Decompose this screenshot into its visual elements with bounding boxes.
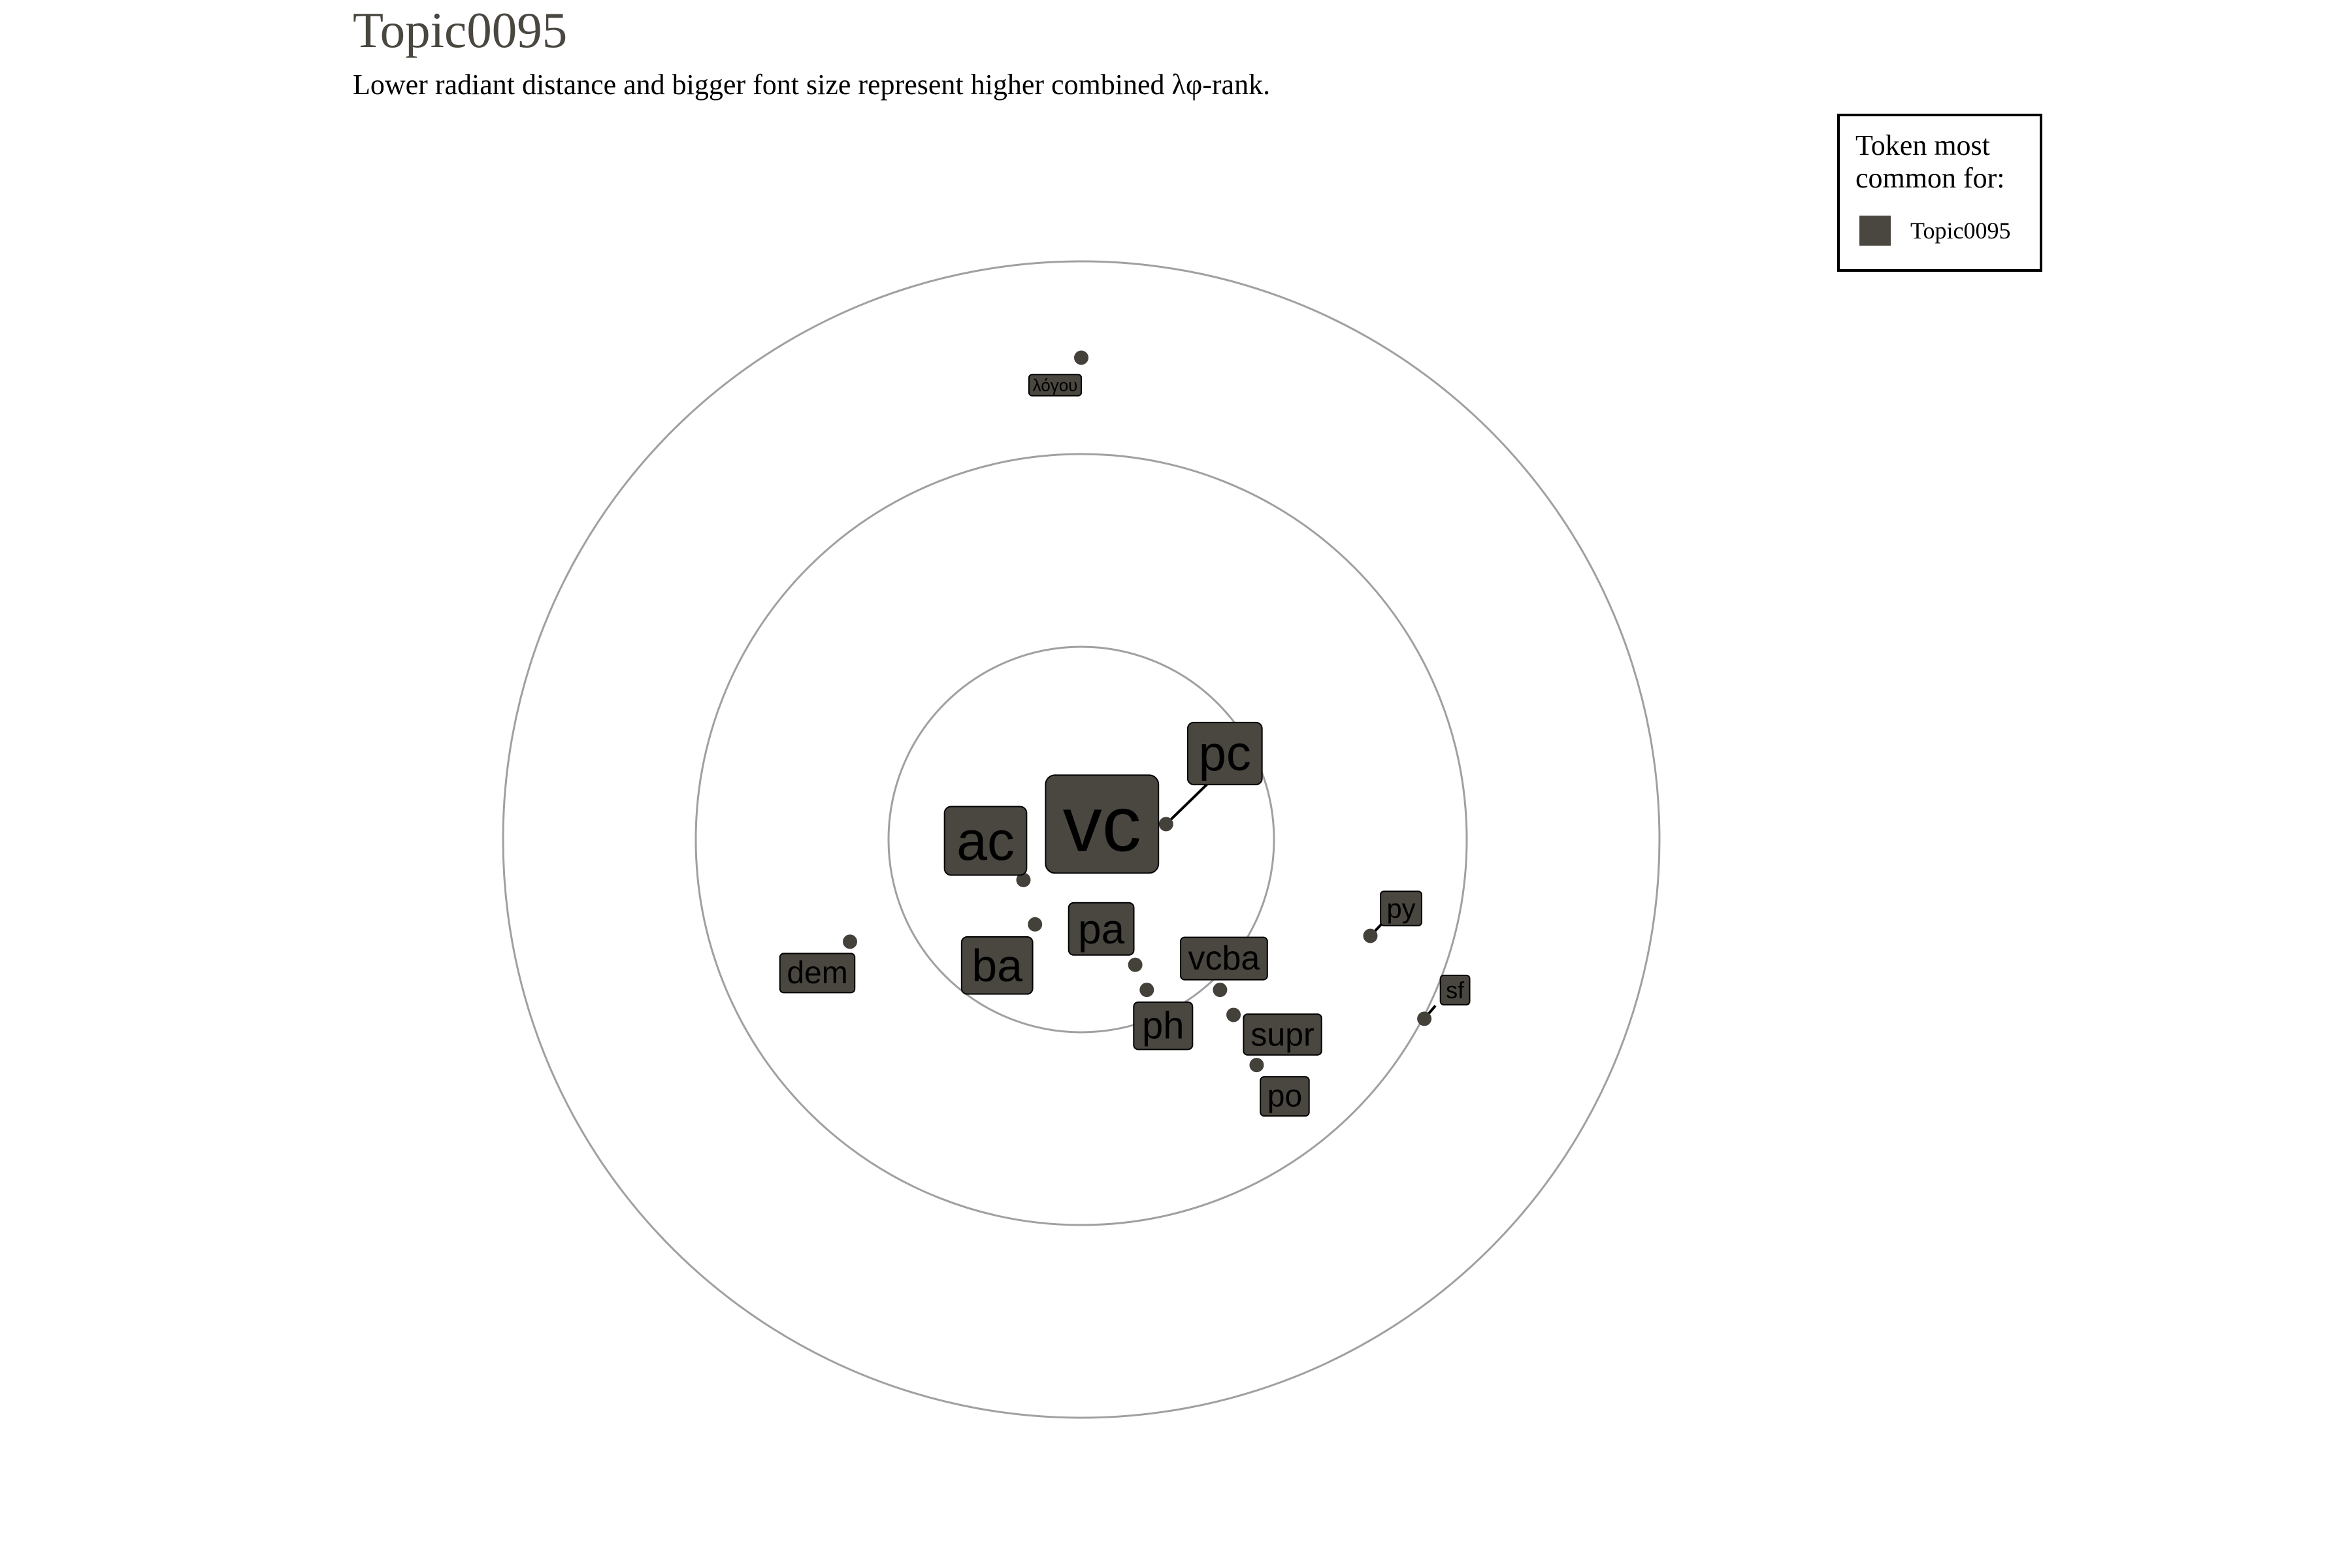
token-4-label: ba: [960, 936, 1034, 995]
token-8-point: [1226, 1007, 1241, 1022]
token-5-box: [1068, 902, 1135, 956]
token-4-point: [1028, 917, 1043, 932]
token-6-point: [1139, 983, 1154, 998]
token-12-box: [1439, 974, 1471, 1005]
token-3-text: ac: [956, 810, 1015, 872]
token-12-label: sf: [1439, 974, 1471, 1005]
token-9-point: [1249, 1058, 1264, 1073]
token-1-box: [1045, 774, 1160, 874]
token-11-point: [1363, 928, 1378, 943]
token-1-label: vc: [1045, 774, 1160, 874]
legend-title-line-2: common for:: [1855, 162, 2005, 194]
ring-1: [887, 645, 1275, 1034]
token-5-text: pa: [1078, 906, 1125, 953]
chart-subtitle: Lower radiant distance and bigger font s…: [353, 69, 1270, 101]
token-13-text: λόγου: [1033, 376, 1078, 395]
token-7-box: [1180, 936, 1268, 981]
token-10-box: [779, 953, 856, 994]
token-12-text: sf: [1446, 977, 1465, 1004]
ring-2: [694, 453, 1468, 1226]
token-7-point: [1213, 983, 1228, 998]
token-7-text: vcba: [1188, 939, 1260, 977]
token-1-text: vc: [1063, 780, 1141, 868]
token-8-box: [1243, 1013, 1322, 1056]
token-11-box: [1380, 890, 1422, 926]
token-2-text: pc: [1199, 726, 1251, 781]
token-11-text: py: [1386, 893, 1415, 924]
token-3-label: ac: [943, 806, 1028, 876]
token-6-box: [1133, 1001, 1194, 1051]
token-6-label: ph: [1133, 1001, 1194, 1051]
legend-entry-label: Topic0095: [1910, 218, 2010, 244]
token-3-point: [1016, 872, 1031, 887]
token-9-box: [1260, 1076, 1310, 1117]
token-3-box: [943, 806, 1028, 876]
legend-title-line-1: Token most: [1855, 129, 1990, 161]
ring-3: [502, 260, 1661, 1419]
token-4-text: ba: [972, 940, 1022, 991]
token-7-label: vcba: [1180, 936, 1268, 981]
token-13-point: [1074, 350, 1088, 365]
token-4-box: [960, 936, 1034, 995]
token-2-box: [1186, 721, 1263, 785]
token-9-text: po: [1267, 1079, 1302, 1114]
token-2-connector: [1165, 778, 1213, 825]
token-6-text: ph: [1142, 1005, 1184, 1047]
token-13-box: [1028, 374, 1083, 397]
legend-swatch: [1859, 216, 1891, 246]
token-2-point: [1158, 817, 1173, 832]
token-5-point: [1128, 957, 1143, 972]
token-11-label: py: [1380, 890, 1422, 926]
token-2-label: pc: [1186, 721, 1263, 785]
legend: Token most common for: Topic0095: [1837, 114, 2042, 272]
token-13-label: λόγου: [1028, 374, 1083, 397]
token-10-text: dem: [787, 956, 847, 990]
token-8-label: supr: [1243, 1013, 1322, 1056]
token-8-text: supr: [1250, 1016, 1314, 1053]
radial-grid: [502, 260, 1661, 1419]
token-5-label: pa: [1068, 902, 1135, 956]
token-12-point: [1417, 1011, 1432, 1026]
token-9-label: po: [1260, 1076, 1310, 1117]
token-10-label: dem: [779, 953, 856, 994]
data-points: [843, 350, 1432, 1073]
chart-title: Topic0095: [353, 2, 567, 58]
token-10-point: [843, 934, 857, 949]
